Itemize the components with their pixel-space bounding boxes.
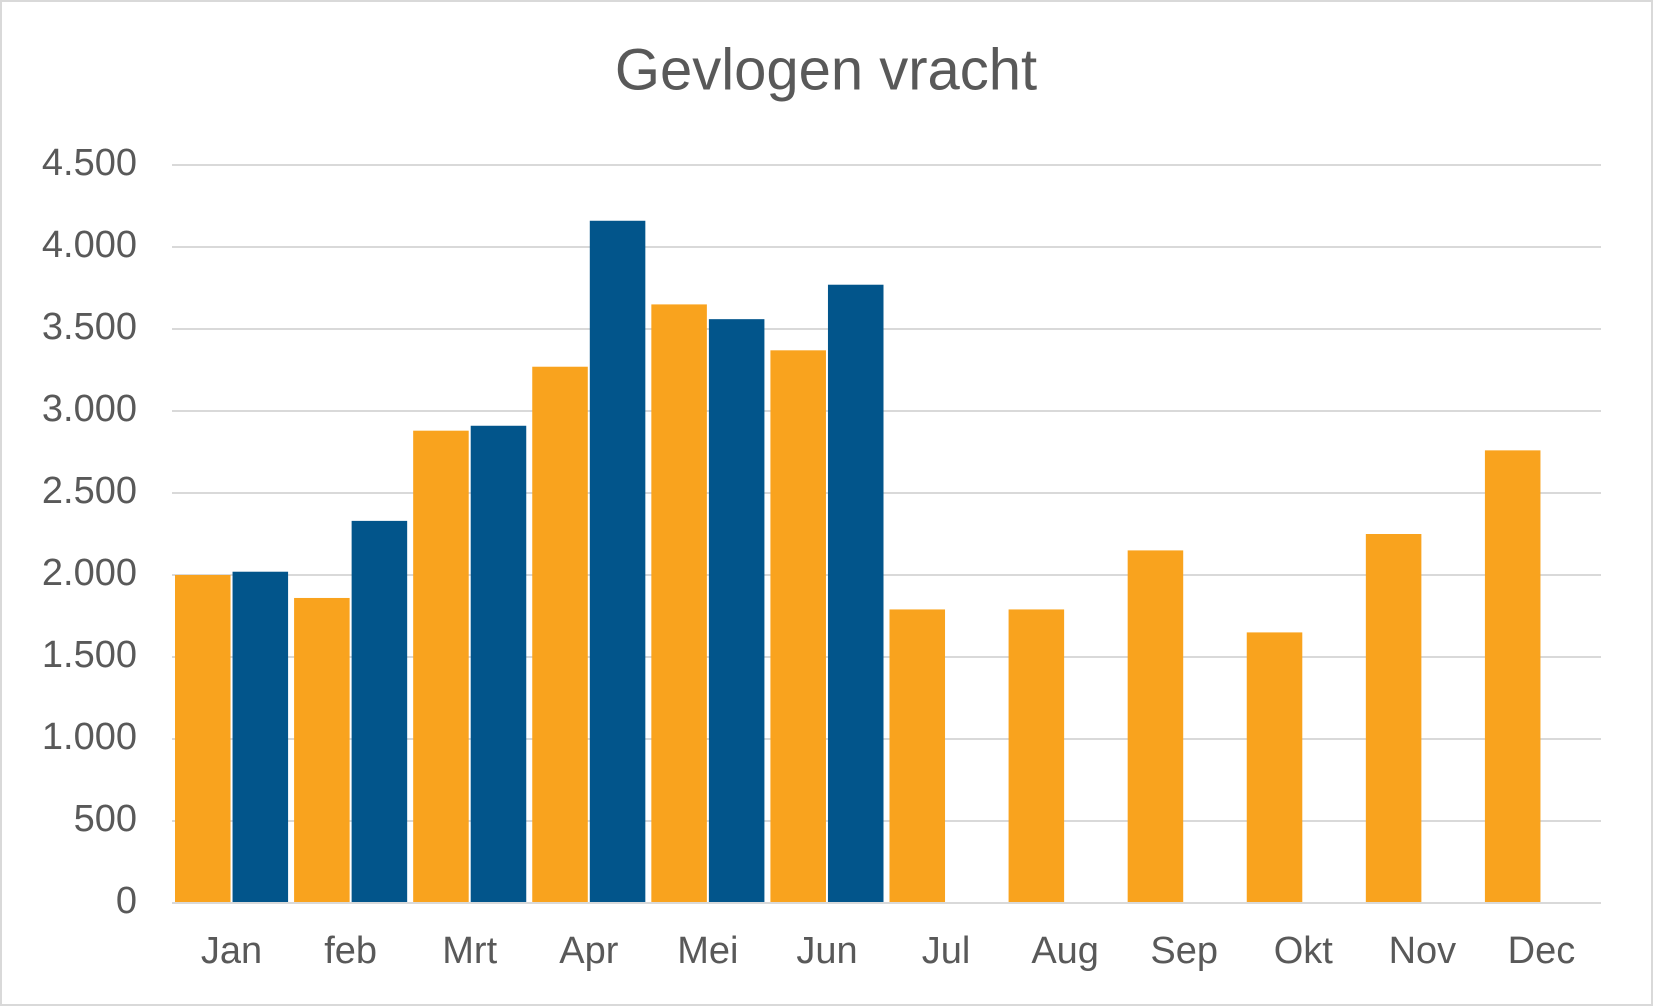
y-tick-label: 2.000 xyxy=(42,552,137,594)
bar xyxy=(351,520,408,903)
x-tick-label: Sep xyxy=(1150,930,1218,972)
bar xyxy=(827,284,884,904)
bar xyxy=(294,597,350,903)
y-tick-label: 2.500 xyxy=(42,470,137,512)
y-tick-label: 1.500 xyxy=(42,634,137,676)
bar xyxy=(232,571,289,903)
bar xyxy=(889,609,946,903)
bar xyxy=(589,220,646,903)
y-tick-label: 4.000 xyxy=(42,224,137,266)
x-tick-label: Apr xyxy=(559,930,618,972)
y-tick-label: 3.000 xyxy=(42,388,137,430)
bar xyxy=(532,366,588,904)
bar xyxy=(770,350,826,903)
y-tick-label: 3.500 xyxy=(42,306,137,348)
x-tick-label: Nov xyxy=(1389,930,1457,972)
bar xyxy=(470,425,527,903)
y-tick-label: 1.000 xyxy=(42,716,137,758)
y-tick-label: 4.500 xyxy=(42,142,137,184)
bar xyxy=(708,319,765,903)
chart-title: Gevlogen vracht xyxy=(615,37,1037,102)
bar xyxy=(1365,534,1422,903)
x-tick-label: Dec xyxy=(1508,930,1576,972)
x-tick-label: Jun xyxy=(796,930,857,972)
x-tick-label: feb xyxy=(324,930,377,972)
bar xyxy=(413,430,469,903)
bar xyxy=(1127,550,1184,903)
x-tick-label: Jul xyxy=(922,930,971,972)
bar xyxy=(175,575,231,903)
x-tick-label: Aug xyxy=(1031,930,1099,972)
x-tick-label: Jan xyxy=(201,930,262,972)
x-tick-label: Mei xyxy=(677,930,738,972)
bar xyxy=(1008,609,1065,903)
y-tick-label: 0 xyxy=(116,880,137,922)
y-tick-label: 500 xyxy=(74,798,137,840)
x-tick-label: Okt xyxy=(1274,930,1334,972)
x-tick-label: Mrt xyxy=(442,930,497,972)
bar xyxy=(651,304,707,903)
bar xyxy=(1484,450,1541,903)
bar xyxy=(1246,632,1303,903)
